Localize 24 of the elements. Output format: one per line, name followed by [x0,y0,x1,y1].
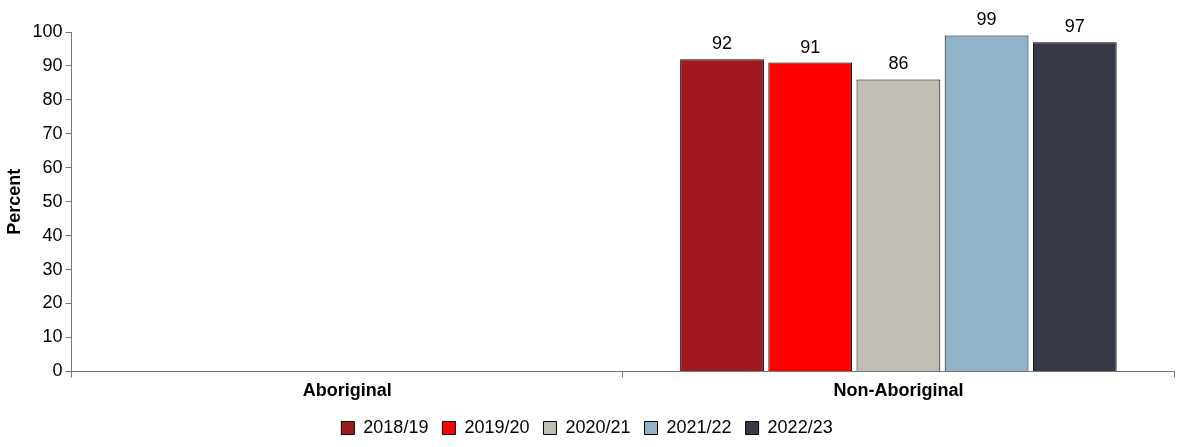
legend-label: 2019/20 [464,416,530,437]
data-label: 86 [888,53,909,74]
data-label: 97 [1064,16,1085,37]
legend-label: 2018/19 [363,416,429,437]
x-tick-label: Aboriginal [302,380,392,401]
y-tick-label: 20 [42,292,63,313]
y-tick-label: 70 [42,122,63,143]
y-tick-label: 40 [42,224,63,245]
data-label: 99 [976,9,997,30]
data-label: 92 [712,33,733,54]
y-tick-label: 80 [42,88,63,109]
legend-label: 2022/23 [767,416,833,437]
data-label: 91 [800,36,821,57]
y-tick-label: 50 [42,190,63,211]
y-axis-title: Percent [3,168,24,235]
y-tick-label: 10 [42,326,63,347]
y-tick-label: 100 [32,20,63,41]
y-tick-label: 60 [42,156,63,177]
x-tick-label: Non-Aboriginal [833,380,964,401]
legend-label: 2021/22 [666,416,732,437]
y-tick-label: 0 [52,360,63,381]
legend-label: 2020/21 [565,416,631,437]
y-tick-label: 30 [42,258,63,279]
y-tick-label: 90 [42,54,63,75]
